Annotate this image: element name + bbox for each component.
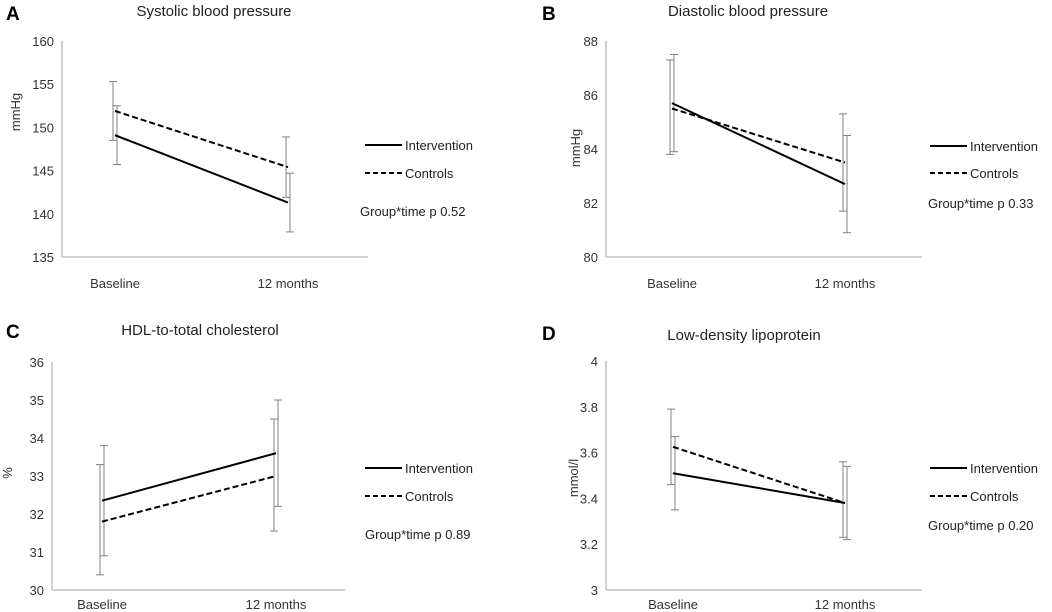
- legend-label-controls: Controls: [405, 489, 454, 504]
- series-line-controls: [101, 475, 277, 523]
- legend-label-controls: Controls: [970, 166, 1019, 181]
- y-tick-label: 33: [30, 469, 44, 484]
- series-line-controls: [114, 110, 289, 169]
- y-axis-label: mmol/l: [566, 459, 581, 497]
- y-tick-labels: 3 3.2 3.4 3.6 3.8 4: [580, 354, 598, 598]
- panel-c: C HDL-to-total cholesterol % 30313233343…: [0, 322, 473, 612]
- y-tick-label: 135: [32, 250, 54, 265]
- y-axis-label: mmHg: [8, 93, 23, 131]
- series-line-controls: [671, 107, 846, 164]
- series-line-intervention: [101, 452, 277, 502]
- y-tick-labels: 135 140 145 150 155 160: [32, 34, 54, 265]
- y-tick-label: 82: [584, 196, 598, 211]
- series-line-intervention: [671, 102, 846, 186]
- error-bar: [839, 461, 847, 538]
- data-marks: [96, 399, 282, 576]
- panel-label: B: [542, 4, 556, 25]
- y-tick-label: 35: [30, 393, 44, 408]
- panel-label: A: [6, 4, 20, 25]
- x-tick-label-baseline: Baseline: [90, 276, 140, 291]
- data-marks: [667, 408, 851, 541]
- error-bar: [843, 135, 851, 234]
- interaction-p-value: Group*time p 0.33: [928, 196, 1034, 211]
- error-bar: [282, 136, 290, 198]
- y-tick-label: 140: [32, 207, 54, 222]
- legend: Intervention Controls: [365, 138, 473, 181]
- interaction-p-value: Group*time p 0.89: [365, 527, 471, 542]
- x-tick-label-baseline: Baseline: [77, 597, 127, 612]
- legend-label-intervention: Intervention: [405, 138, 473, 153]
- series-line-controls: [672, 445, 846, 504]
- interaction-p-value: Group*time p 0.52: [360, 204, 466, 219]
- y-tick-label: 84: [584, 142, 598, 157]
- y-tick-label: 3.8: [580, 400, 598, 415]
- error-bar: [843, 465, 851, 541]
- error-bar: [666, 59, 674, 155]
- data-marks: [666, 54, 851, 234]
- y-axis-label: %: [0, 467, 15, 479]
- y-tick-label: 155: [32, 77, 54, 92]
- legend: Intervention Controls: [930, 139, 1038, 181]
- y-tick-label: 3.4: [580, 491, 598, 506]
- y-tick-label: 160: [32, 34, 54, 49]
- panel-a: A Systolic blood pressure mmHg 135 140 145…: [6, 3, 473, 291]
- chart-title: Diastolic blood pressure: [668, 3, 828, 20]
- y-tick-label: 88: [584, 34, 598, 49]
- y-tick-labels: 30 31 32 33 34 35 36: [30, 355, 44, 598]
- error-bar: [96, 464, 104, 576]
- y-tick-label: 32: [30, 507, 44, 522]
- error-bar: [286, 172, 294, 233]
- data-marks: [109, 81, 294, 233]
- chart-title: Low-density lipoprotein: [667, 327, 820, 344]
- interaction-p-value: Group*time p 0.20: [928, 518, 1034, 533]
- y-tick-label: 36: [30, 355, 44, 370]
- y-tick-label: 3.6: [580, 446, 598, 461]
- legend: Intervention Controls: [930, 461, 1038, 504]
- legend-label-controls: Controls: [970, 489, 1019, 504]
- y-axis-label: mmHg: [568, 129, 583, 167]
- legend-label-intervention: Intervention: [405, 461, 473, 476]
- series-line-intervention: [114, 134, 289, 204]
- y-tick-label: 3: [591, 583, 598, 598]
- series-line-intervention: [672, 472, 846, 504]
- error-bar: [109, 81, 117, 141]
- error-bar: [667, 408, 675, 486]
- x-tick-label-12-months: 12 months: [258, 276, 319, 291]
- error-bar: [270, 418, 278, 532]
- legend-label-controls: Controls: [405, 166, 454, 181]
- y-tick-label: 145: [32, 164, 54, 179]
- y-tick-label: 150: [32, 120, 54, 135]
- panel-b: B Diastolic blood pressure mmHg 80 82 84 86…: [542, 3, 1038, 291]
- panel-label: D: [542, 324, 556, 345]
- y-tick-label: 34: [30, 431, 44, 446]
- y-tick-labels: 80 82 84 86 88: [584, 34, 598, 265]
- chart-title: HDL-to-total cholesterol: [121, 322, 279, 339]
- y-tick-label: 30: [30, 583, 44, 598]
- chart-title: Systolic blood pressure: [136, 3, 291, 20]
- error-bar: [839, 113, 847, 212]
- y-tick-label: 31: [30, 545, 44, 560]
- x-tick-label-12-months: 12 months: [246, 597, 307, 612]
- panel-d: D Low-density lipoprotein mmol/l 3 3.2 3.4…: [542, 324, 1038, 612]
- x-tick-label-12-months: 12 months: [815, 276, 876, 291]
- legend: Intervention Controls: [365, 461, 473, 504]
- legend-label-intervention: Intervention: [970, 461, 1038, 476]
- y-tick-label: 3.2: [580, 537, 598, 552]
- x-tick-label-baseline: Baseline: [647, 276, 697, 291]
- x-tick-label-baseline: Baseline: [648, 597, 698, 612]
- x-tick-label-12-months: 12 months: [815, 597, 876, 612]
- y-tick-label: 4: [591, 354, 598, 369]
- y-tick-label: 86: [584, 88, 598, 103]
- error-bar: [274, 399, 282, 507]
- legend-label-intervention: Intervention: [970, 139, 1038, 154]
- panel-label: C: [6, 322, 20, 343]
- y-tick-label: 80: [584, 250, 598, 265]
